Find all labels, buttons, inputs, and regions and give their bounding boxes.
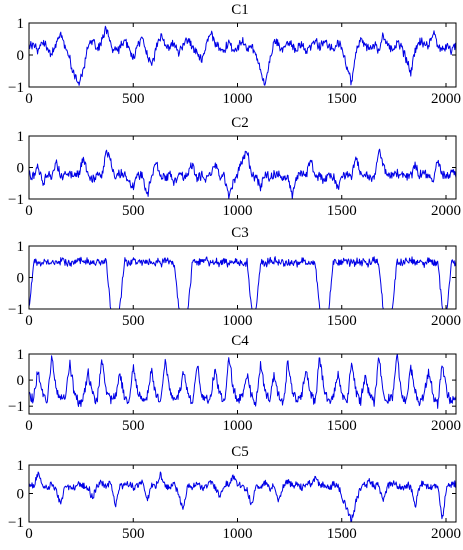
subplot-c2: C2 0 500 1000 1500 2000−101 [8,115,461,219]
x-tick-label: 2000 [431,203,461,219]
x-tick-label: 0 [25,418,33,434]
x-tick-label: 0 [25,203,33,219]
x-tick-label: 500 [122,418,145,434]
x-tick-label: 0 [25,91,33,107]
x-tick-label: 1500 [327,313,357,329]
x-tick-label: 1000 [222,203,252,219]
subplot-c3: C3 0 500 1000 1500 2000−101 [8,225,461,329]
axes-frame [28,353,457,415]
y-tick-label: −1 [8,302,24,318]
x-tick-label: 2000 [431,526,461,542]
subplot-c1: C1 0 500 1000 1500 2000−101 [8,2,461,107]
y-tick-label: 1 [17,347,25,363]
signal-line [28,148,457,200]
x-tick-label: 1500 [327,418,357,434]
x-tick-label: 500 [122,203,145,219]
axes-frame [28,245,457,310]
signal-line [28,256,457,310]
y-tick-label: 1 [17,239,25,255]
subplot-title: C4 [231,333,249,349]
subplot-title: C2 [231,115,249,131]
x-tick-label: 1000 [222,91,252,107]
signal-line [28,471,457,523]
y-tick-label: −1 [8,192,24,208]
subplot-title: C5 [231,444,249,460]
y-tick-label: −1 [8,515,24,531]
x-tick-label: 1500 [327,91,357,107]
x-tick-label: 1000 [222,418,252,434]
x-tick-label: 0 [25,526,33,542]
y-tick-label: 0 [17,161,25,177]
x-tick-label: 500 [122,526,145,542]
y-tick-label: 0 [17,373,25,389]
x-tick-label: 500 [122,91,145,107]
x-tick-label: 1500 [327,526,357,542]
y-tick-label: −1 [8,80,24,96]
y-tick-label: 1 [17,458,25,474]
signal-line [28,353,457,409]
axes-frame [28,22,457,88]
axes-frame [28,464,457,523]
x-tick-label: 1000 [222,313,252,329]
x-tick-label: 2000 [431,91,461,107]
subplot-title: C1 [231,2,249,18]
y-tick-label: 0 [17,487,25,503]
y-tick-label: 1 [17,129,25,145]
y-tick-label: 0 [17,48,25,64]
signal-line [28,25,457,86]
y-tick-label: −1 [8,399,24,415]
x-tick-label: 0 [25,313,33,329]
x-tick-label: 1500 [327,203,357,219]
x-tick-label: 1000 [222,526,252,542]
subplot-c5: C5 0 500 1000 1500 2000−101 [8,444,461,542]
x-tick-label: 2000 [431,313,461,329]
y-tick-label: 1 [17,16,25,32]
axes-frame [28,135,457,200]
x-tick-label: 2000 [431,418,461,434]
subplot-title: C3 [231,225,249,241]
subplot-c4: C4 0 500 1000 1500 2000−101 [8,333,461,434]
y-tick-label: 0 [17,271,25,287]
x-tick-label: 500 [122,313,145,329]
